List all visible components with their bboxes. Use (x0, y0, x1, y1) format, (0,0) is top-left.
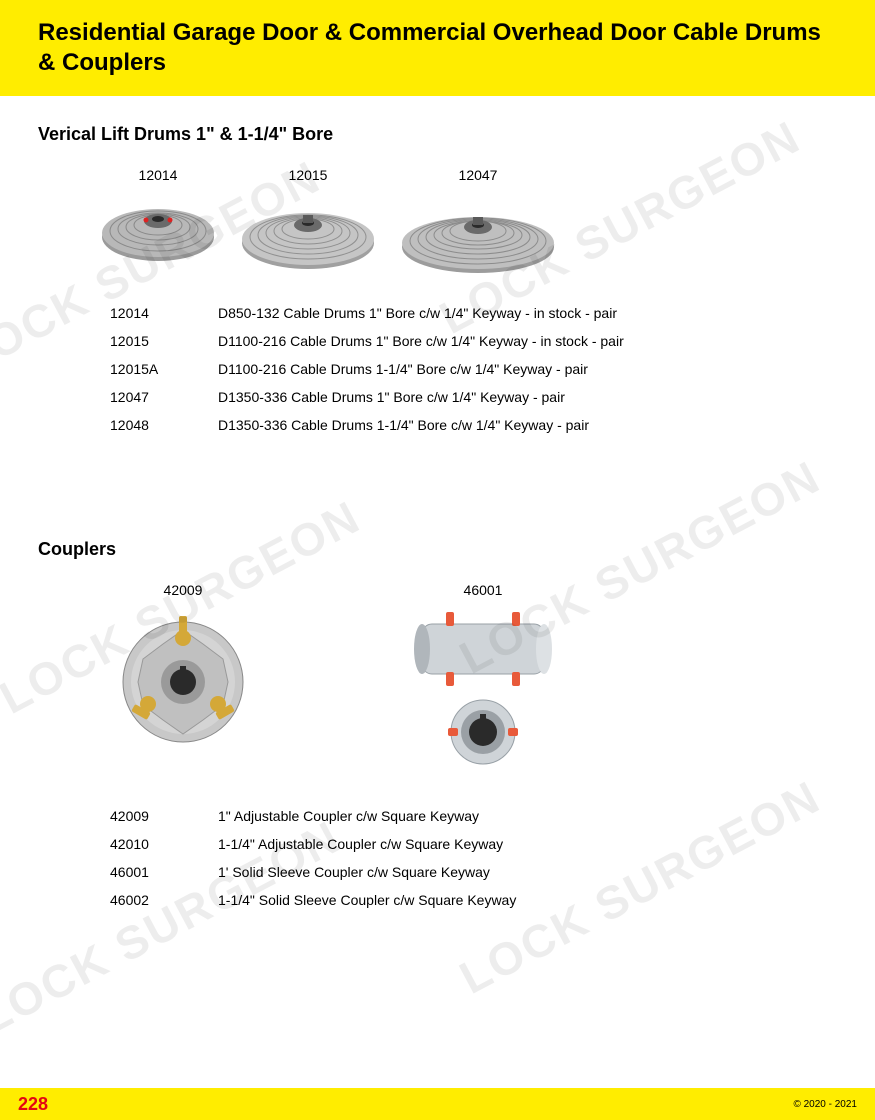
drum-label: 12015 (238, 167, 378, 183)
drum-image-12047: 12047 (398, 167, 558, 275)
section-title-drums: Verical Lift Drums 1" & 1-1/4" Bore (38, 124, 837, 145)
spec-desc: D1350-336 Cable Drums 1" Bore c/w 1/4" K… (218, 389, 565, 405)
coupler-disc-icon (108, 604, 258, 754)
table-row: 12015 D1100-216 Cable Drums 1" Bore c/w … (110, 327, 837, 355)
drum-label: 12047 (398, 167, 558, 183)
coupler-image-42009: 42009 (108, 582, 258, 754)
coupler-spec-table: 42009 1" Adjustable Coupler c/w Square K… (110, 802, 837, 914)
spec-code: 12048 (110, 417, 218, 433)
drum-images-row: 12014 12015 (98, 167, 837, 275)
spec-desc: D850-132 Cable Drums 1" Bore c/w 1/4" Ke… (218, 305, 617, 321)
spec-code: 46002 (110, 892, 218, 908)
spec-desc: 1-1/4" Solid Sleeve Coupler c/w Square K… (218, 892, 516, 908)
coupler-images-row: 42009 46001 (108, 582, 837, 774)
spec-code: 42010 (110, 836, 218, 852)
spec-code: 12014 (110, 305, 218, 321)
coupler-sleeve-icon (398, 604, 568, 774)
spec-desc: D1100-216 Cable Drums 1" Bore c/w 1/4" K… (218, 333, 624, 349)
table-row: 42009 1" Adjustable Coupler c/w Square K… (110, 802, 837, 830)
drum-spec-table: 12014 D850-132 Cable Drums 1" Bore c/w 1… (110, 299, 837, 439)
spec-desc: D1100-216 Cable Drums 1-1/4" Bore c/w 1/… (218, 361, 588, 377)
copyright: © 2020 - 2021 (793, 1099, 857, 1110)
footer-bar: 228 © 2020 - 2021 (0, 1088, 875, 1120)
drum-icon (98, 189, 218, 263)
content-area: Verical Lift Drums 1" & 1-1/4" Bore 1201… (0, 96, 875, 914)
drum-label: 12014 (98, 167, 218, 183)
table-row: 12048 D1350-336 Cable Drums 1-1/4" Bore … (110, 411, 837, 439)
drum-image-12014: 12014 (98, 167, 218, 275)
spec-code: 12015A (110, 361, 218, 377)
section-title-couplers: Couplers (38, 539, 837, 560)
coupler-label: 46001 (398, 582, 568, 598)
spec-code: 12015 (110, 333, 218, 349)
table-row: 12015A D1100-216 Cable Drums 1-1/4" Bore… (110, 355, 837, 383)
drum-icon (398, 189, 558, 275)
spec-code: 42009 (110, 808, 218, 824)
spec-desc: 1' Solid Sleeve Coupler c/w Square Keywa… (218, 864, 490, 880)
page-title: Residential Garage Door & Commercial Ove… (38, 18, 837, 78)
page-number: 228 (18, 1094, 48, 1115)
table-row: 12047 D1350-336 Cable Drums 1" Bore c/w … (110, 383, 837, 411)
table-row: 12014 D850-132 Cable Drums 1" Bore c/w 1… (110, 299, 837, 327)
spec-code: 46001 (110, 864, 218, 880)
spec-code: 12047 (110, 389, 218, 405)
drum-icon (238, 189, 378, 271)
spec-desc: 1" Adjustable Coupler c/w Square Keyway (218, 808, 479, 824)
table-row: 42010 1-1/4" Adjustable Coupler c/w Squa… (110, 830, 837, 858)
spec-desc: D1350-336 Cable Drums 1-1/4" Bore c/w 1/… (218, 417, 589, 433)
table-row: 46002 1-1/4" Solid Sleeve Coupler c/w Sq… (110, 886, 837, 914)
coupler-image-46001: 46001 (398, 582, 568, 774)
drum-image-12015: 12015 (238, 167, 378, 275)
header-banner: Residential Garage Door & Commercial Ove… (0, 0, 875, 96)
spec-desc: 1-1/4" Adjustable Coupler c/w Square Key… (218, 836, 503, 852)
table-row: 46001 1' Solid Sleeve Coupler c/w Square… (110, 858, 837, 886)
coupler-label: 42009 (108, 582, 258, 598)
